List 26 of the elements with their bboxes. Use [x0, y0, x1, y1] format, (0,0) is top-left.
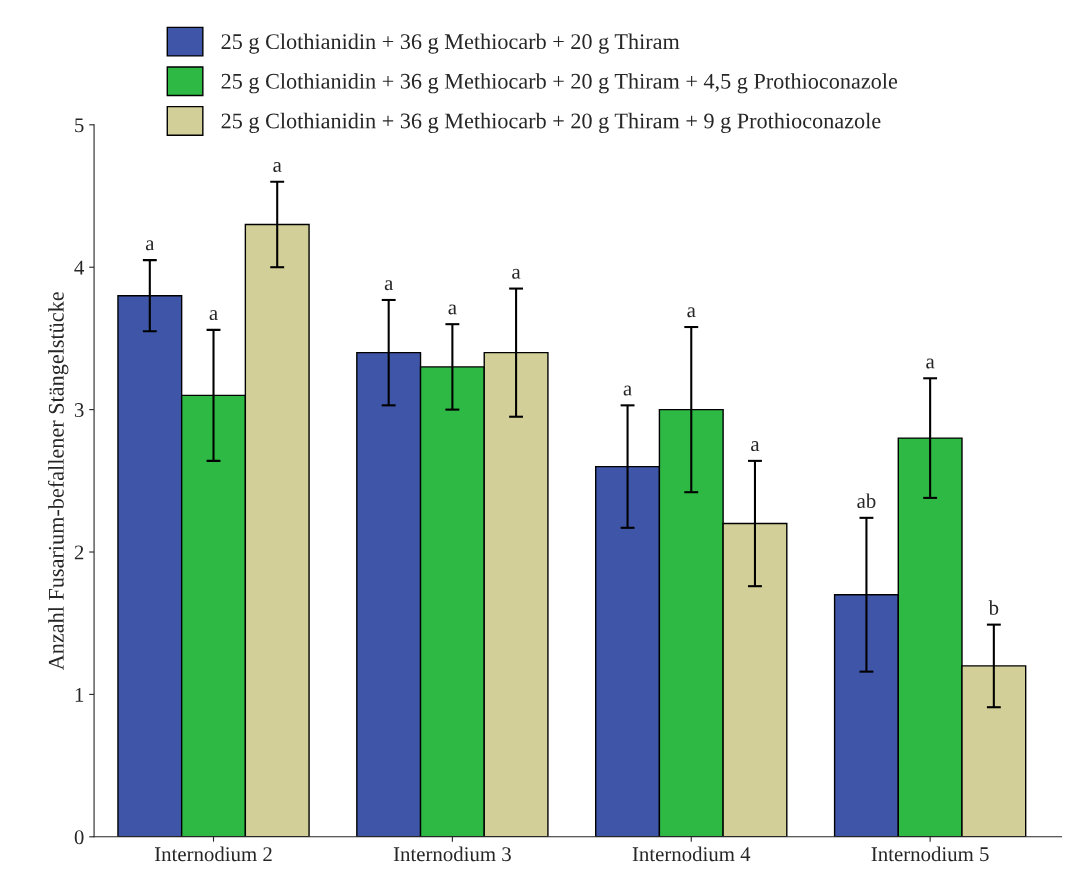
x-tick-label: Internodium 2	[154, 846, 272, 862]
x-tick-label: Internodium 3	[393, 846, 511, 862]
legend-label: 25 g Clothianidin + 36 g Methiocarb + 20 g Thiram + 4,5 g Prothioconazole	[221, 73, 898, 94]
annotation: a	[623, 385, 632, 396]
annotation: a	[209, 310, 218, 321]
y-tick-label: 5	[75, 118, 84, 133]
y-tick-label: 1	[75, 687, 84, 702]
legend-label: 25 g Clothianidin + 36 g Methiocarb + 20 g Thiram	[221, 33, 680, 54]
y-tick-label: 0	[74, 830, 84, 845]
x-tick-label: Internodium 4	[632, 846, 751, 862]
annotation: a	[512, 268, 521, 279]
annotation: ab	[857, 493, 876, 509]
y-axis-title: Anzahl Fusarium-befallener Stängelstücke	[47, 292, 69, 671]
x-tick-label: Internodium 5	[871, 846, 989, 862]
annotation: a	[384, 280, 394, 291]
legend-label: 25 g Clothianidin + 36 g Methiocarb + 20 g Thiram + 9 g Prothioconazole	[221, 112, 881, 134]
annotation: a	[273, 162, 282, 172]
annotation: a	[145, 240, 155, 251]
y-tick-label: 3	[74, 403, 84, 418]
annotation: b	[988, 600, 999, 615]
annotation: a	[926, 358, 935, 369]
annotation: a	[687, 307, 696, 318]
annotation: a	[448, 304, 457, 315]
annotation: a	[751, 441, 760, 452]
y-tick-label: 4	[74, 260, 85, 275]
y-tick-label: 2	[74, 545, 84, 560]
